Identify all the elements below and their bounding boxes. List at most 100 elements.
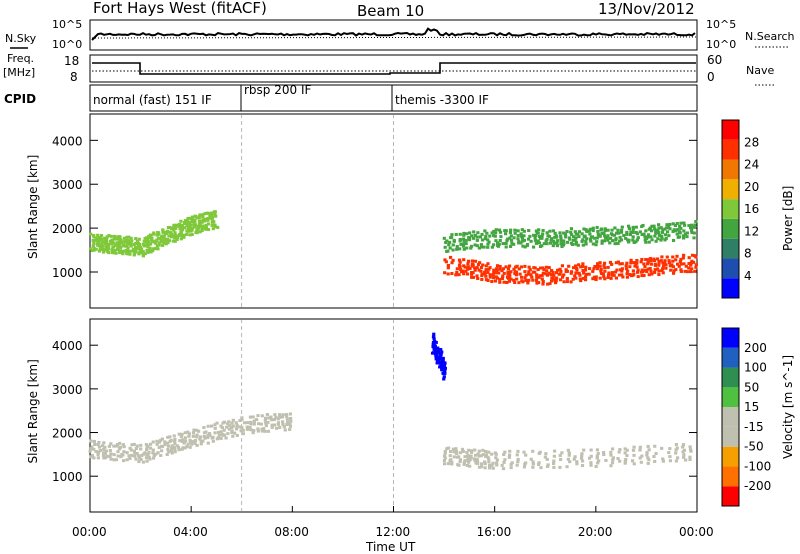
- data-cell: [203, 217, 207, 221]
- data-cell: [683, 269, 687, 273]
- data-cell: [451, 248, 455, 252]
- data-cell: [122, 459, 126, 463]
- cpid-label: CPID: [4, 92, 36, 106]
- data-cell: [439, 348, 443, 352]
- data-cell: [527, 278, 531, 282]
- data-cell: [587, 267, 592, 271]
- data-cell: [233, 431, 237, 435]
- data-cell: [436, 350, 440, 354]
- data-cell: [93, 442, 97, 446]
- data-cell: [540, 234, 544, 238]
- data-cell: [483, 466, 487, 470]
- data-cell: [443, 361, 447, 365]
- data-cell: [211, 220, 216, 224]
- data-cell: [551, 276, 555, 280]
- data-cell: [593, 264, 597, 268]
- data-cell: [259, 422, 263, 426]
- y-tick-label: 4000: [52, 134, 83, 148]
- data-cell: [249, 428, 253, 432]
- data-cell: [483, 229, 487, 233]
- data-cell: [509, 228, 513, 232]
- data-cell: [118, 251, 122, 255]
- data-cell: [507, 455, 511, 459]
- data-cell: [596, 264, 600, 268]
- data-cell: [507, 264, 512, 268]
- data-cell: [484, 449, 488, 453]
- data-cell: [488, 273, 492, 277]
- data-cell: [578, 273, 582, 277]
- data-cell: [472, 457, 476, 461]
- data-cell: [121, 252, 125, 256]
- data-cell: [642, 232, 646, 236]
- data-cell: [505, 275, 510, 279]
- data-cell: [166, 241, 170, 245]
- data-cell: [684, 264, 688, 268]
- data-cell: [464, 242, 468, 246]
- data-cell: [692, 225, 696, 229]
- data-cell: [451, 447, 455, 451]
- data-cell: [623, 461, 627, 465]
- data-cell: [644, 229, 648, 233]
- data-cell: [187, 227, 192, 231]
- data-cell: [675, 446, 679, 450]
- data-cell: [159, 239, 163, 243]
- data-cell: [173, 231, 177, 235]
- data-cell: [641, 270, 645, 274]
- data-cell: [217, 433, 221, 437]
- data-cell: [186, 442, 190, 446]
- colorbar-swatch: [722, 278, 739, 298]
- data-cell: [191, 440, 195, 444]
- data-cell: [569, 230, 573, 234]
- data-cell: [169, 438, 173, 442]
- data-cell: [610, 273, 614, 277]
- data-cell: [682, 229, 686, 233]
- data-cell: [596, 262, 600, 266]
- data-cell: [442, 375, 446, 379]
- data-cell: [603, 266, 607, 270]
- data-cell: [486, 270, 490, 274]
- data-cell: [458, 237, 462, 241]
- data-cell: [665, 255, 669, 259]
- data-cell: [598, 261, 602, 265]
- data-cell: [487, 267, 491, 271]
- data-cell: [654, 229, 658, 233]
- data-cell: [501, 274, 505, 278]
- data-cell: [596, 461, 600, 465]
- data-cell: [466, 454, 470, 458]
- data-cell: [468, 267, 472, 271]
- data-cell: [92, 456, 96, 460]
- data-cell: [668, 227, 672, 231]
- data-cell: [584, 272, 589, 276]
- data-cell: [257, 422, 261, 426]
- data-cell: [124, 244, 128, 248]
- data-cell: [693, 269, 697, 273]
- data-cell: [152, 240, 156, 244]
- data-cell: [443, 368, 447, 372]
- data-cell: [96, 243, 100, 247]
- data-cell: [483, 237, 487, 241]
- data-cell: [241, 432, 245, 436]
- data-cell: [523, 276, 527, 280]
- data-cell: [682, 236, 686, 240]
- data-cell: [469, 450, 474, 454]
- data-cell: [577, 271, 581, 275]
- data-cell: [581, 269, 585, 273]
- data-cell: [148, 442, 153, 446]
- data-cell: [609, 232, 614, 236]
- data-cell: [515, 264, 519, 268]
- data-cell: [227, 420, 231, 424]
- data-cell: [542, 242, 546, 246]
- data-cell: [494, 228, 498, 232]
- data-cell: [213, 426, 217, 430]
- data-cell: [235, 425, 239, 429]
- data-cell: [129, 236, 133, 240]
- data-cell: [528, 234, 532, 238]
- data-cell: [231, 424, 235, 428]
- data-cell: [517, 281, 521, 285]
- data-cell: [545, 242, 549, 246]
- data-cell: [679, 269, 683, 273]
- data-cell: [603, 236, 608, 240]
- data-cell: [685, 235, 689, 239]
- data-cell: [545, 231, 549, 235]
- data-cell: [654, 452, 658, 456]
